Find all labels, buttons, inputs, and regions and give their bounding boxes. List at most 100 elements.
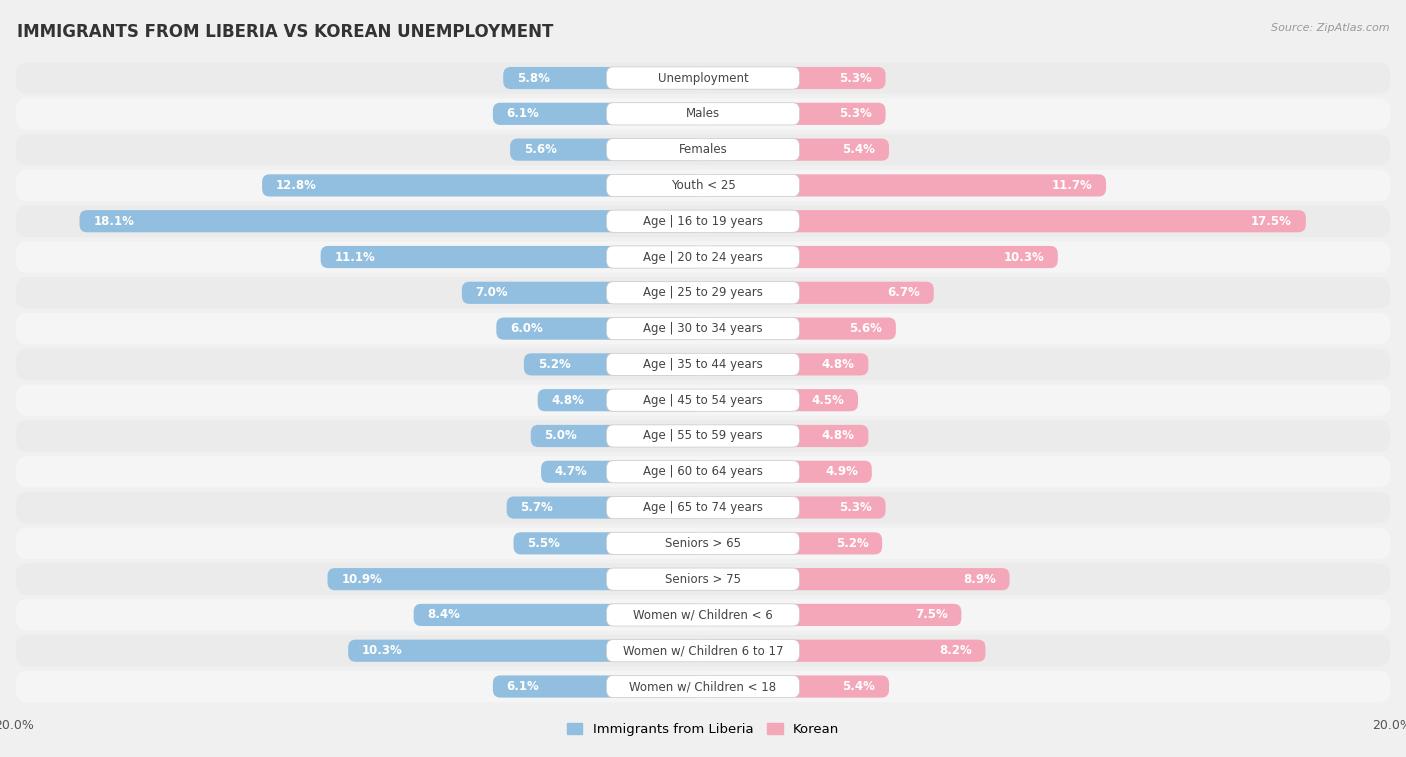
FancyBboxPatch shape bbox=[703, 246, 1057, 268]
FancyBboxPatch shape bbox=[703, 174, 1107, 197]
FancyBboxPatch shape bbox=[537, 389, 703, 411]
Text: 8.2%: 8.2% bbox=[939, 644, 972, 657]
FancyBboxPatch shape bbox=[703, 389, 858, 411]
Text: Age | 65 to 74 years: Age | 65 to 74 years bbox=[643, 501, 763, 514]
Text: 10.9%: 10.9% bbox=[342, 572, 382, 586]
FancyBboxPatch shape bbox=[15, 205, 1391, 237]
FancyBboxPatch shape bbox=[606, 139, 800, 160]
FancyBboxPatch shape bbox=[606, 425, 800, 447]
Text: 18.1%: 18.1% bbox=[93, 215, 134, 228]
FancyBboxPatch shape bbox=[541, 461, 703, 483]
Text: 4.8%: 4.8% bbox=[821, 358, 855, 371]
FancyBboxPatch shape bbox=[513, 532, 703, 554]
Text: 6.0%: 6.0% bbox=[510, 322, 543, 335]
FancyBboxPatch shape bbox=[15, 671, 1391, 702]
Text: Age | 30 to 34 years: Age | 30 to 34 years bbox=[643, 322, 763, 335]
FancyBboxPatch shape bbox=[15, 349, 1391, 380]
FancyBboxPatch shape bbox=[262, 174, 703, 197]
FancyBboxPatch shape bbox=[15, 385, 1391, 416]
FancyBboxPatch shape bbox=[703, 317, 896, 340]
Text: 4.5%: 4.5% bbox=[811, 394, 844, 407]
Text: 6.1%: 6.1% bbox=[506, 107, 540, 120]
FancyBboxPatch shape bbox=[606, 568, 800, 590]
FancyBboxPatch shape bbox=[15, 492, 1391, 523]
Text: Females: Females bbox=[679, 143, 727, 156]
Text: 4.8%: 4.8% bbox=[551, 394, 585, 407]
FancyBboxPatch shape bbox=[606, 675, 800, 698]
Text: 5.2%: 5.2% bbox=[537, 358, 571, 371]
Text: Age | 20 to 24 years: Age | 20 to 24 years bbox=[643, 251, 763, 263]
Text: Women w/ Children 6 to 17: Women w/ Children 6 to 17 bbox=[623, 644, 783, 657]
Text: Women w/ Children < 18: Women w/ Children < 18 bbox=[630, 680, 776, 693]
Text: 8.4%: 8.4% bbox=[427, 609, 460, 621]
FancyBboxPatch shape bbox=[413, 604, 703, 626]
Text: 5.6%: 5.6% bbox=[849, 322, 882, 335]
FancyBboxPatch shape bbox=[506, 497, 703, 519]
FancyBboxPatch shape bbox=[703, 425, 869, 447]
FancyBboxPatch shape bbox=[524, 354, 703, 375]
FancyBboxPatch shape bbox=[15, 600, 1391, 631]
FancyBboxPatch shape bbox=[503, 67, 703, 89]
FancyBboxPatch shape bbox=[15, 241, 1391, 273]
FancyBboxPatch shape bbox=[510, 139, 703, 160]
FancyBboxPatch shape bbox=[15, 170, 1391, 201]
Text: IMMIGRANTS FROM LIBERIA VS KOREAN UNEMPLOYMENT: IMMIGRANTS FROM LIBERIA VS KOREAN UNEMPL… bbox=[17, 23, 553, 41]
FancyBboxPatch shape bbox=[80, 210, 703, 232]
FancyBboxPatch shape bbox=[606, 497, 800, 519]
FancyBboxPatch shape bbox=[606, 317, 800, 340]
Text: 10.3%: 10.3% bbox=[1004, 251, 1045, 263]
Text: 6.1%: 6.1% bbox=[506, 680, 540, 693]
FancyBboxPatch shape bbox=[606, 461, 800, 483]
FancyBboxPatch shape bbox=[321, 246, 703, 268]
FancyBboxPatch shape bbox=[606, 354, 800, 375]
FancyBboxPatch shape bbox=[606, 640, 800, 662]
FancyBboxPatch shape bbox=[606, 532, 800, 554]
FancyBboxPatch shape bbox=[703, 532, 882, 554]
Legend: Immigrants from Liberia, Korean: Immigrants from Liberia, Korean bbox=[561, 718, 845, 741]
Text: Seniors > 65: Seniors > 65 bbox=[665, 537, 741, 550]
FancyBboxPatch shape bbox=[703, 282, 934, 304]
FancyBboxPatch shape bbox=[703, 604, 962, 626]
Text: 12.8%: 12.8% bbox=[276, 179, 316, 192]
Text: 5.7%: 5.7% bbox=[520, 501, 553, 514]
Text: Seniors > 75: Seniors > 75 bbox=[665, 572, 741, 586]
Text: 4.7%: 4.7% bbox=[555, 466, 588, 478]
FancyBboxPatch shape bbox=[15, 134, 1391, 165]
FancyBboxPatch shape bbox=[606, 174, 800, 197]
Text: 5.4%: 5.4% bbox=[842, 143, 875, 156]
FancyBboxPatch shape bbox=[15, 62, 1391, 94]
FancyBboxPatch shape bbox=[494, 675, 703, 698]
FancyBboxPatch shape bbox=[703, 497, 886, 519]
FancyBboxPatch shape bbox=[15, 313, 1391, 344]
FancyBboxPatch shape bbox=[15, 635, 1391, 666]
FancyBboxPatch shape bbox=[606, 103, 800, 125]
FancyBboxPatch shape bbox=[15, 563, 1391, 595]
FancyBboxPatch shape bbox=[15, 528, 1391, 559]
Text: 5.3%: 5.3% bbox=[839, 72, 872, 85]
FancyBboxPatch shape bbox=[703, 210, 1306, 232]
FancyBboxPatch shape bbox=[15, 420, 1391, 452]
Text: 7.5%: 7.5% bbox=[915, 609, 948, 621]
FancyBboxPatch shape bbox=[328, 568, 703, 590]
FancyBboxPatch shape bbox=[703, 67, 886, 89]
FancyBboxPatch shape bbox=[15, 456, 1391, 488]
FancyBboxPatch shape bbox=[606, 282, 800, 304]
Text: 5.5%: 5.5% bbox=[527, 537, 560, 550]
Text: Age | 55 to 59 years: Age | 55 to 59 years bbox=[643, 429, 763, 443]
FancyBboxPatch shape bbox=[15, 98, 1391, 129]
Text: Source: ZipAtlas.com: Source: ZipAtlas.com bbox=[1271, 23, 1389, 33]
Text: Youth < 25: Youth < 25 bbox=[671, 179, 735, 192]
Text: 5.6%: 5.6% bbox=[524, 143, 557, 156]
FancyBboxPatch shape bbox=[703, 675, 889, 698]
FancyBboxPatch shape bbox=[606, 246, 800, 268]
FancyBboxPatch shape bbox=[531, 425, 703, 447]
Text: 11.7%: 11.7% bbox=[1052, 179, 1092, 192]
Text: Women w/ Children < 6: Women w/ Children < 6 bbox=[633, 609, 773, 621]
Text: 5.8%: 5.8% bbox=[517, 72, 550, 85]
FancyBboxPatch shape bbox=[606, 604, 800, 626]
FancyBboxPatch shape bbox=[606, 389, 800, 411]
Text: 5.3%: 5.3% bbox=[839, 501, 872, 514]
FancyBboxPatch shape bbox=[703, 354, 869, 375]
Text: 5.3%: 5.3% bbox=[839, 107, 872, 120]
FancyBboxPatch shape bbox=[461, 282, 703, 304]
